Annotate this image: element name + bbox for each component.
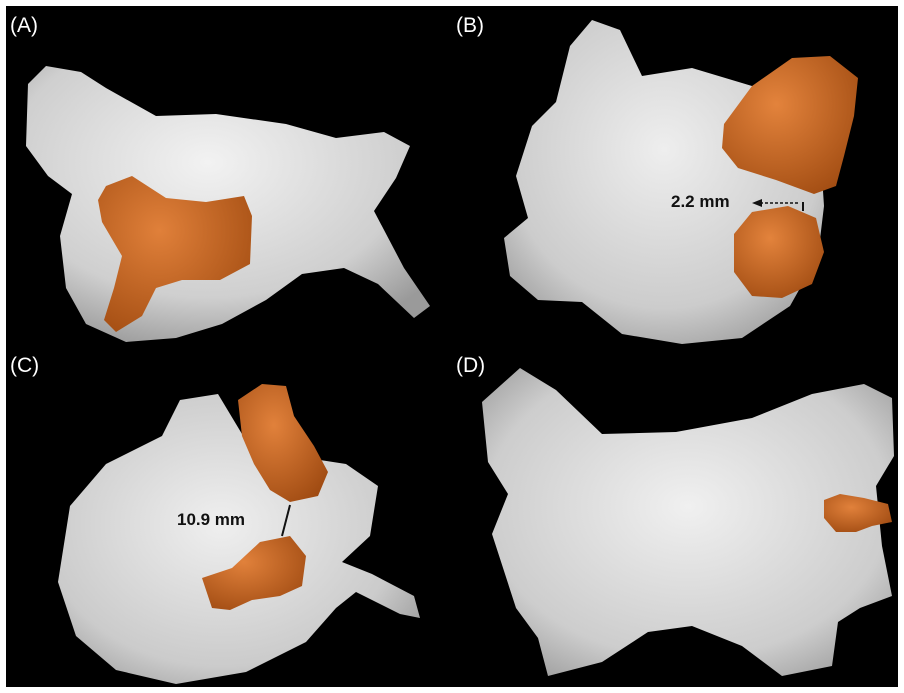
vein-lower-surface bbox=[202, 536, 306, 610]
panel-b: (B) 2.2 mm bbox=[452, 6, 898, 346]
appendage-surface bbox=[98, 176, 252, 332]
vein-lower-surface bbox=[734, 206, 824, 298]
atrium-surface bbox=[482, 368, 894, 676]
distance-measurement-c: 10.9 mm bbox=[177, 510, 246, 529]
distance-line bbox=[281, 504, 291, 537]
panel-a: (A) bbox=[6, 6, 452, 346]
panel-label-a: (A) bbox=[10, 14, 38, 37]
panel-d: (D) bbox=[452, 346, 898, 687]
distance-arrowhead bbox=[752, 199, 762, 207]
panel-label-d: (D) bbox=[456, 354, 486, 377]
panel-d-render bbox=[482, 368, 894, 676]
panel-c: (C) 10.9 mm bbox=[6, 346, 452, 687]
distance-measurement-b: 2.2 mm bbox=[671, 192, 730, 211]
panel-a-render bbox=[26, 66, 430, 342]
vein-upper-surface bbox=[722, 56, 858, 194]
panel-c-render bbox=[58, 384, 420, 684]
atrium-surface bbox=[58, 394, 420, 684]
panel-label-b: (B) bbox=[456, 14, 484, 37]
vein-surface bbox=[824, 494, 892, 532]
vein-upper-surface bbox=[238, 384, 328, 502]
panel-label-c: (C) bbox=[10, 354, 40, 377]
panel-b-render bbox=[504, 20, 858, 344]
